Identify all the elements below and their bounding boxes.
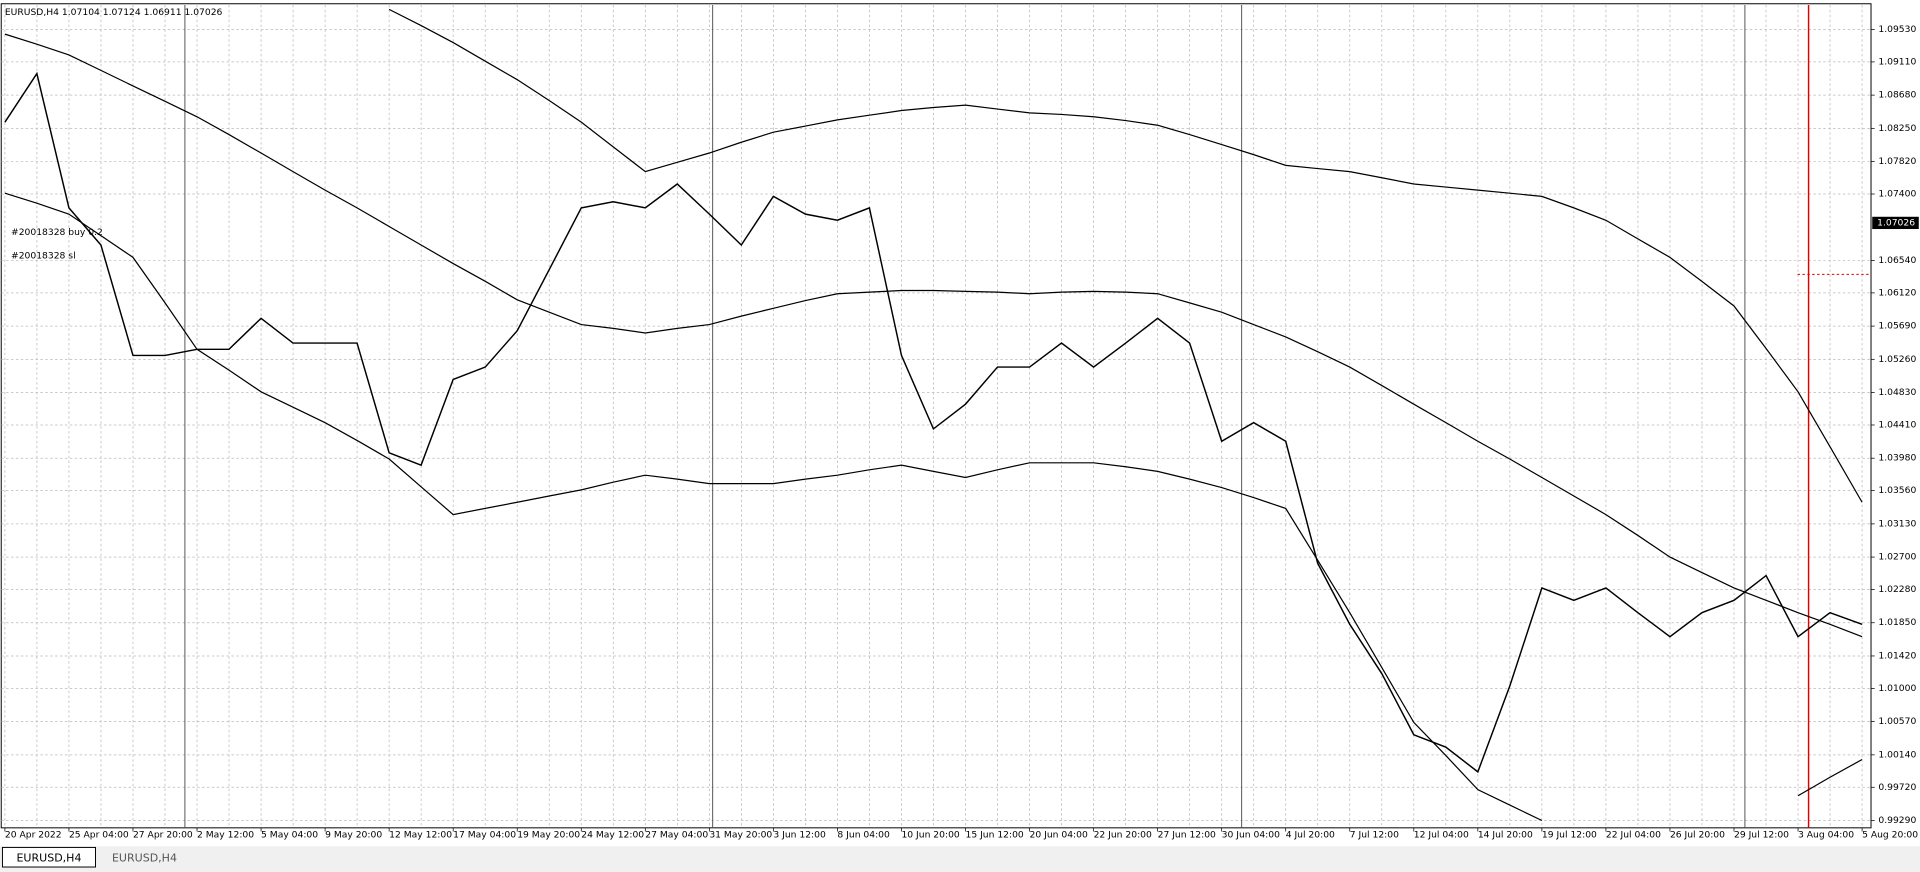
tab-label[interactable]: EURUSD,H4	[112, 851, 177, 864]
y-tick-label: 0.99290	[1878, 815, 1916, 826]
tab-label[interactable]: EURUSD,H4	[16, 851, 81, 864]
x-tick-label: 26 Jul 20:00	[1670, 830, 1725, 841]
x-tick-label: 19 Jul 12:00	[1542, 830, 1597, 841]
x-tick-label: 20 Apr 2022	[5, 830, 62, 841]
current-price-label: 1.07026	[1877, 217, 1915, 228]
y-tick-label: 1.01420	[1878, 650, 1916, 661]
x-tick-label: 29 Jul 12:00	[1734, 830, 1789, 841]
y-tick-label: 1.09110	[1878, 56, 1916, 67]
x-tick-label: 2 May 12:00	[197, 830, 254, 841]
order-label: #20018328 buy 0.2	[11, 227, 103, 238]
y-tick-label: 1.03980	[1878, 453, 1916, 464]
y-tick-label: 1.00140	[1878, 749, 1916, 760]
x-tick-label: 22 Jul 04:00	[1606, 830, 1661, 841]
x-tick-label: 19 May 20:00	[517, 830, 580, 841]
x-tick-label: 20 Jun 04:00	[1030, 830, 1088, 841]
x-tick-label: 27 Jun 12:00	[1158, 830, 1216, 841]
x-tick-label: 3 Aug 04:00	[1798, 830, 1854, 841]
x-tick-label: 27 May 04:00	[645, 830, 708, 841]
tab-bar	[0, 846, 1920, 872]
grid	[1, 4, 1872, 828]
y-tick-label: 1.05690	[1878, 321, 1916, 332]
y-tick-label: 1.04830	[1878, 387, 1916, 398]
y-tick-label: 1.04410	[1878, 419, 1916, 430]
x-tick-label: 27 Apr 20:00	[133, 830, 193, 841]
price-line	[4, 71, 1863, 774]
y-tick-label: 1.00570	[1878, 716, 1916, 727]
y-tick-label: 1.01000	[1878, 683, 1916, 694]
x-tick-label: 25 Apr 04:00	[69, 830, 129, 841]
x-tick-label: 9 May 20:00	[325, 830, 382, 841]
y-tick-label: 0.99720	[1878, 782, 1916, 793]
x-tick-label: 12 May 12:00	[389, 830, 452, 841]
x-tick-label: 8 Jun 04:00	[837, 830, 890, 841]
x-tick-label: 12 Jul 04:00	[1414, 830, 1469, 841]
x-tick-label: 10 Jun 20:00	[901, 830, 959, 841]
x-tick-label: 30 Jun 04:00	[1222, 830, 1280, 841]
current-price-box	[1872, 216, 1919, 230]
x-tick-label: 17 May 04:00	[453, 830, 516, 841]
y-tick-label: 1.03560	[1878, 485, 1916, 496]
plot-frame	[0, 3, 1872, 829]
envelope-band	[4, 192, 1863, 822]
x-tick-label: 24 May 12:00	[581, 830, 644, 841]
y-tick-label: 1.02280	[1878, 584, 1916, 595]
order-label: #20018328 sl	[11, 251, 76, 262]
plot	[4, 8, 1863, 822]
y-tick-label: 1.07820	[1878, 156, 1916, 167]
y-tick-label: 1.08680	[1878, 90, 1916, 101]
y-tick-label: 1.05260	[1878, 354, 1916, 365]
envelope-band	[4, 33, 1863, 638]
x-tick-label: 22 Jun 20:00	[1094, 830, 1152, 841]
x-tick-label: 7 Jul 12:00	[1350, 830, 1399, 841]
x-tick-label: 15 Jun 12:00	[966, 830, 1024, 841]
tab-active[interactable]	[1, 846, 96, 868]
envelope-band	[388, 8, 1863, 503]
x-tick-label: 5 May 04:00	[261, 830, 318, 841]
y-tick-label: 1.01850	[1878, 617, 1916, 628]
y-tick-label: 1.06540	[1878, 255, 1916, 266]
y-tick-label: 1.02700	[1878, 552, 1916, 563]
x-tick-label: 14 Jul 20:00	[1478, 830, 1533, 841]
x-tick-label: 3 Jun 12:00	[773, 830, 826, 841]
x-tick-label: 5 Aug 20:00	[1862, 830, 1918, 841]
y-tick-label: 1.07400	[1878, 189, 1916, 200]
x-tick-label: 4 Jul 20:00	[1286, 830, 1335, 841]
y-tick-label: 1.06120	[1878, 287, 1916, 298]
chart-header: EURUSD,H4 1.07104 1.07124 1.06911 1.0702…	[5, 7, 223, 18]
y-tick-label: 1.03130	[1878, 518, 1916, 529]
y-tick-label: 1.08250	[1878, 123, 1916, 134]
period-separators	[184, 4, 1746, 828]
price-axis: 1.09530 1.09110 1.08680 1.08250 1.07820 1.074…	[4, 24, 1919, 841]
y-tick-label: 1.09530	[1878, 24, 1916, 35]
x-tick-label: 31 May 20:00	[709, 830, 772, 841]
